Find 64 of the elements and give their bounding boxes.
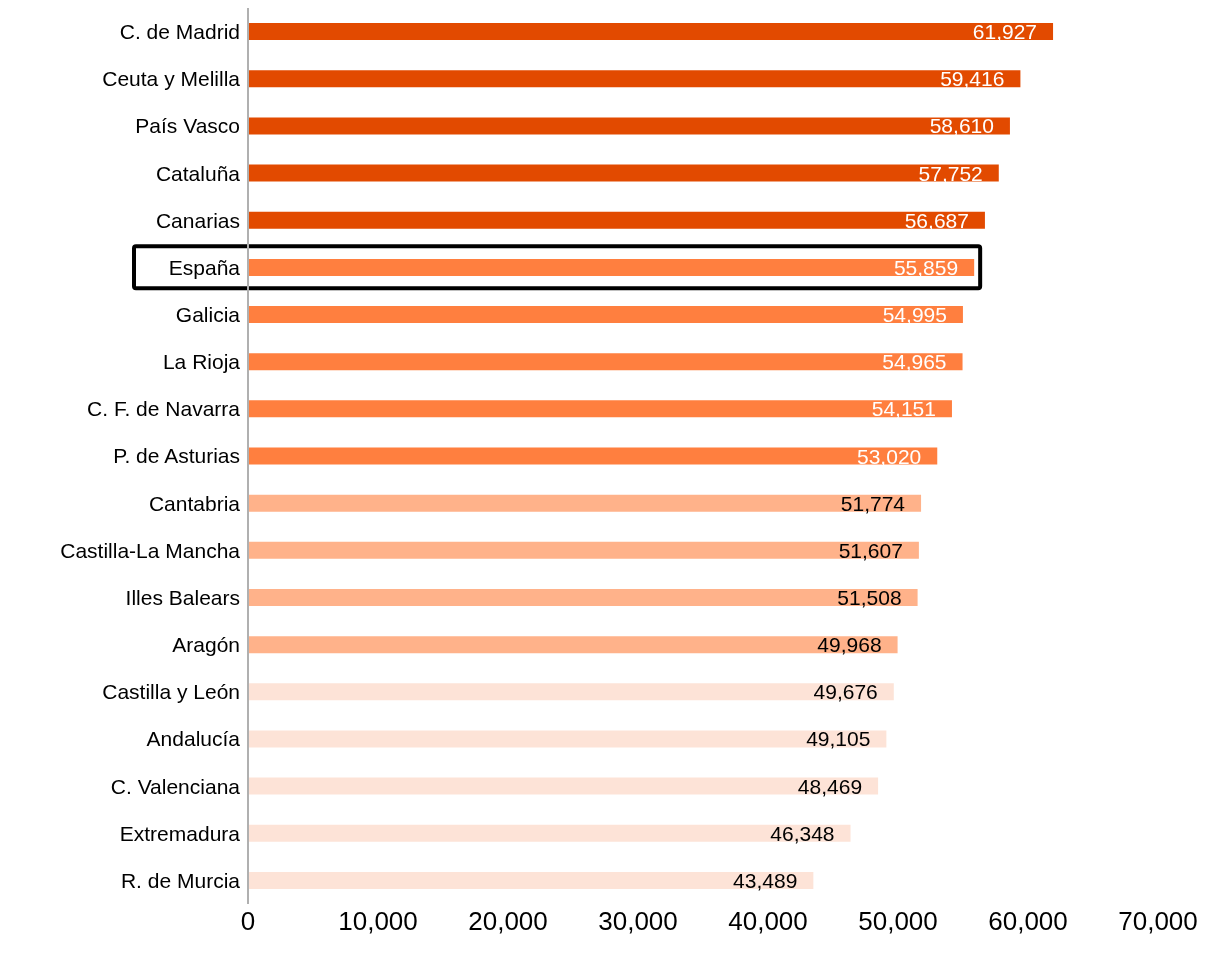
data-label: 61,927 — [972, 20, 1038, 44]
y-tick-label: C. de Madrid — [119, 20, 240, 44]
x-tick-label: 60,000 — [988, 906, 1068, 937]
data-label: 51,774 — [840, 491, 906, 515]
bar — [248, 211, 985, 229]
x-tick-label: 30,000 — [598, 906, 678, 937]
y-tick-label: Castilla-La Mancha — [60, 538, 241, 562]
bar — [248, 353, 963, 371]
bar — [248, 400, 952, 418]
data-label: 54,151 — [871, 397, 936, 421]
y-tick-label: Aragón — [172, 633, 240, 657]
x-tick-label: 10,000 — [338, 906, 418, 937]
bar — [248, 871, 814, 889]
data-label: 49,968 — [817, 633, 882, 657]
bar — [248, 824, 851, 842]
data-label: 54,995 — [882, 303, 947, 327]
bar — [248, 70, 1021, 88]
y-tick-label: Andalucía — [146, 727, 241, 751]
y-tick-label: La Rioja — [162, 350, 241, 374]
bar — [248, 541, 919, 559]
bar — [248, 117, 1010, 135]
x-tick-label: 20,000 — [468, 906, 548, 937]
y-tick-label: España — [168, 255, 241, 279]
data-label: 48,469 — [797, 774, 863, 798]
bar — [248, 164, 999, 182]
data-label: 49,676 — [813, 680, 878, 704]
data-label: 49,105 — [806, 727, 871, 751]
y-tick-label: C. Valenciana — [110, 774, 241, 798]
data-label: 57,752 — [918, 161, 983, 185]
data-label: 46,348 — [770, 821, 835, 845]
y-tick-label: País Vasco — [135, 114, 240, 138]
y-tick-label: Illes Balears — [125, 585, 240, 609]
bar — [248, 306, 963, 324]
data-label: 43,489 — [733, 868, 798, 892]
data-label: 54,965 — [882, 350, 947, 374]
data-label: 51,607 — [838, 538, 903, 562]
y-tick-label: Galicia — [175, 302, 241, 326]
y-tick-label: P. de Asturias — [113, 444, 240, 468]
bar — [248, 777, 879, 795]
data-label: 56,687 — [904, 208, 969, 232]
data-label: 59,416 — [940, 67, 1005, 91]
x-tick-label: 40,000 — [728, 906, 808, 937]
bar — [248, 683, 894, 701]
data-label: 55,859 — [893, 255, 959, 279]
y-tick-label: Cantabria — [148, 491, 241, 515]
y-tick-label: C. F. de Navarra — [87, 397, 241, 421]
data-label: 53,020 — [857, 444, 922, 468]
bar — [248, 23, 1054, 41]
bar — [248, 730, 887, 748]
bar — [248, 588, 918, 606]
y-tick-label: Ceuta y Melilla — [102, 67, 241, 91]
bar — [248, 494, 922, 512]
y-tick-label: Castilla y León — [102, 680, 240, 704]
bar — [248, 636, 898, 654]
y-tick-label: Extremadura — [119, 821, 241, 845]
bar — [248, 447, 938, 465]
x-tick-label: 0 — [240, 906, 256, 937]
data-label: 58,610 — [929, 114, 994, 138]
data-label: 51,508 — [837, 585, 902, 609]
y-tick-label: Canarias — [155, 208, 240, 232]
x-tick-label: 50,000 — [858, 906, 938, 937]
y-tick-label: Cataluña — [155, 161, 241, 185]
x-tick-label: 70,000 — [1118, 906, 1198, 937]
y-tick-label: R. de Murcia — [120, 868, 241, 892]
